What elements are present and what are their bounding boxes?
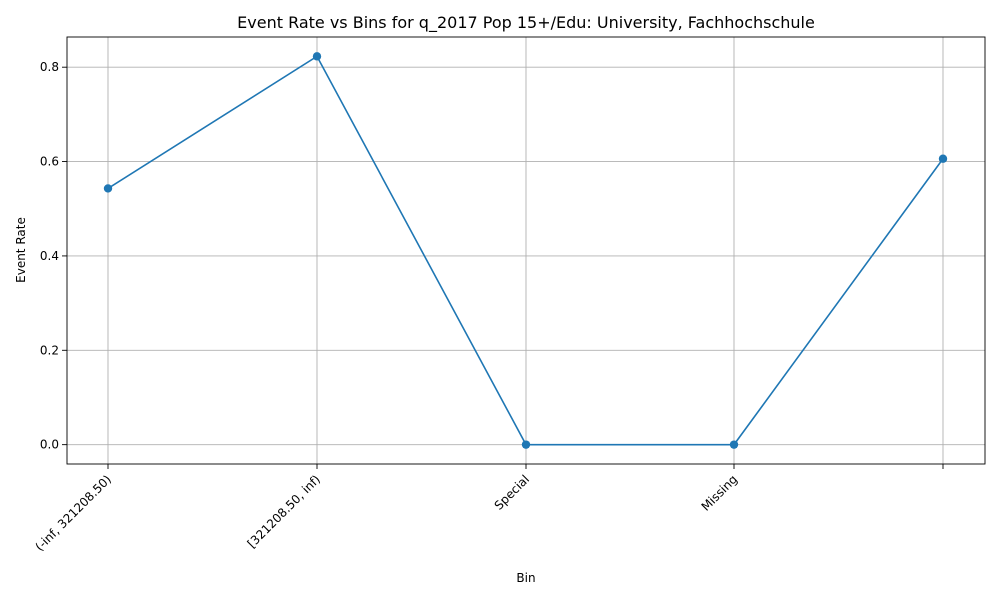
x-axis-label: Bin bbox=[516, 571, 535, 585]
chart-title: Event Rate vs Bins for q_2017 Pop 15+/Ed… bbox=[237, 13, 815, 33]
x-axis: (-inf, 321208.50) [321208.50, inf) Special… bbox=[33, 464, 944, 554]
y-axis-label: Event Rate bbox=[14, 217, 28, 283]
data-point bbox=[103, 184, 113, 193]
y-tick-label: 0.0 bbox=[40, 438, 59, 452]
y-tick-label: 0.8 bbox=[40, 60, 59, 74]
x-tick-label: Missing bbox=[699, 472, 741, 514]
data-point bbox=[729, 440, 739, 449]
y-axis: 0.0 0.2 0.4 0.6 0.8 bbox=[40, 60, 67, 452]
data-point bbox=[312, 52, 322, 61]
series-layer bbox=[103, 52, 948, 449]
y-tick-label: 0.4 bbox=[40, 249, 59, 263]
data-point bbox=[938, 154, 948, 163]
grid bbox=[67, 37, 985, 464]
series-line bbox=[107, 55, 944, 446]
x-tick-label: (-inf, 321208.50) bbox=[33, 472, 115, 554]
y-tick-label: 0.2 bbox=[40, 343, 59, 357]
x-tick-label: [321208.50, inf) bbox=[245, 472, 324, 551]
y-tick-label: 0.6 bbox=[40, 155, 59, 169]
data-point bbox=[521, 440, 531, 449]
x-tick-label: Special bbox=[492, 472, 532, 512]
